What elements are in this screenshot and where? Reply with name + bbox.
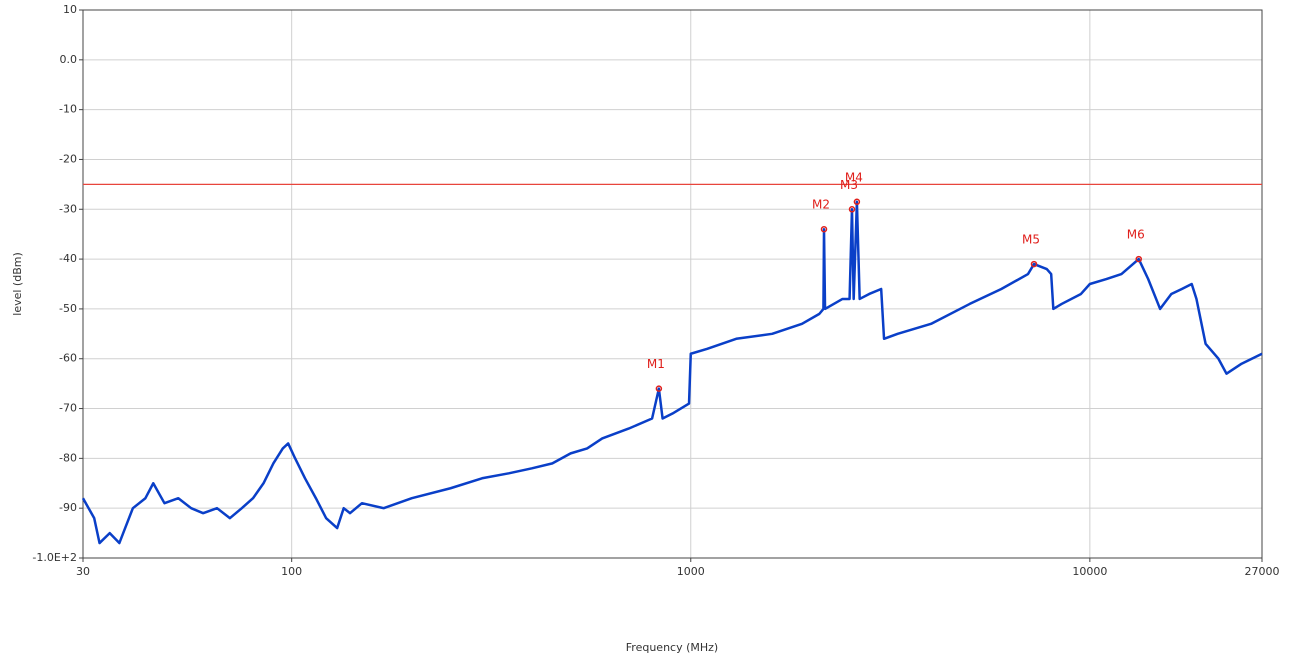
y-tick-label: -1.0E+2 [32,551,77,564]
marker-label: M3 [840,178,858,192]
spectrum-trace [81,200,1263,545]
marker-label: M2 [812,198,830,212]
plot-frame [82,9,1263,559]
y-axis-label: level (dBm) [11,252,24,315]
y-tick-label: 0.0 [60,53,78,66]
y-tick-label: -40 [59,252,77,265]
marker-label: M5 [1022,233,1040,247]
marker-point [848,206,856,213]
marker-label: M1 [647,357,665,371]
y-tick-label: -60 [59,352,77,365]
marker-point [820,225,828,233]
x-tick-label: 27000 [1245,565,1280,578]
y-tick-label: -10 [59,103,77,116]
marker-label: M4 [845,170,863,184]
y-tick-label: -80 [59,451,77,464]
x-axis-label: Frequency (MHz) [626,641,718,654]
y-tick-label: 10 [63,3,77,16]
marker-point [853,198,861,206]
x-tick-label: 1000 [677,565,705,578]
y-tick-label: -90 [59,501,77,514]
x-tick-label: 100 [281,565,302,578]
marker-point [1030,260,1038,268]
y-tick-label: -30 [59,202,77,215]
y-tick-label: -20 [59,152,77,165]
x-tick-label: 30 [76,565,90,578]
marker-point [1135,255,1143,263]
y-tick-label: -50 [59,302,77,315]
x-tick-label: 10000 [1072,565,1107,578]
marker-point [655,385,663,392]
y-tick-label: -70 [59,402,77,415]
marker-label: M6 [1127,228,1145,242]
